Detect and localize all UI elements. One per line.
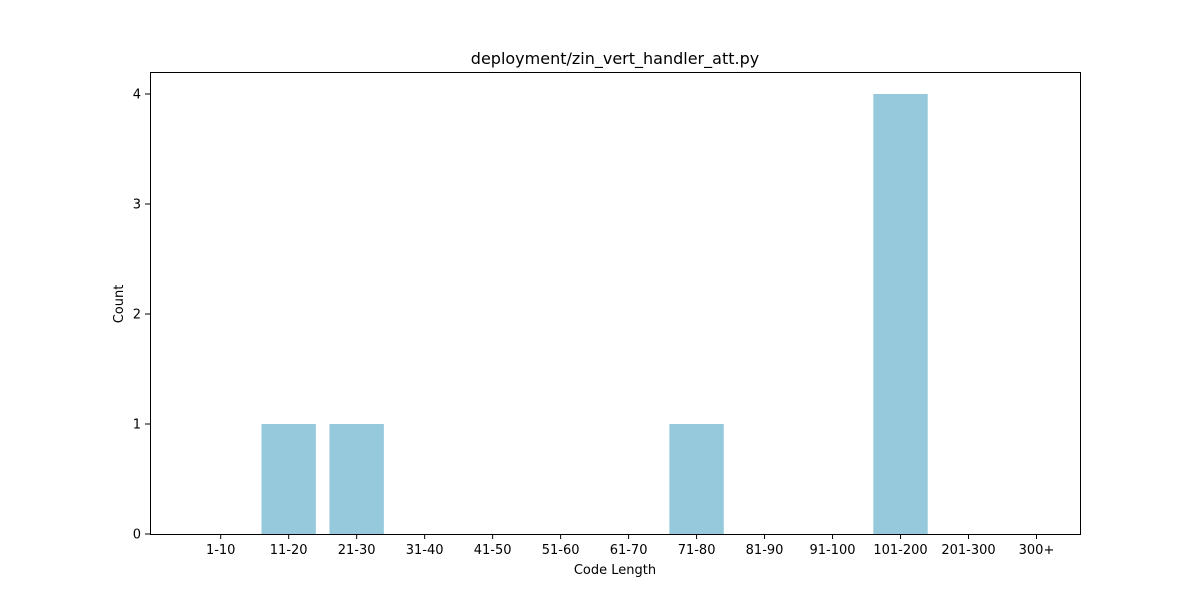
x-tick-label: 41-50 [474, 543, 512, 558]
bar-21-30 [329, 424, 384, 534]
x-tick-label: 51-60 [542, 543, 580, 558]
plot-frame [150, 72, 1081, 535]
x-tick-label: 201-300 [941, 543, 995, 558]
bar-101-200 [873, 94, 928, 534]
y-tick-label: 0 [133, 528, 141, 543]
y-tick-label: 4 [133, 88, 141, 103]
x-tick-label: 101-200 [873, 543, 927, 558]
x-tick-label: 300+ [1019, 543, 1055, 558]
y-axis-title: Count [112, 285, 127, 324]
x-tick-label: 61-70 [610, 543, 648, 558]
x-axis-title: Code Length [574, 563, 656, 578]
x-tick-label: 71-80 [678, 543, 716, 558]
x-tick-label: 91-100 [810, 543, 856, 558]
y-axis: 0 1 2 3 4 [133, 88, 150, 543]
chart-title: deployment/zin_vert_handler_att.py [471, 49, 759, 69]
y-tick-label: 1 [133, 418, 141, 433]
x-tick-label: 31-40 [406, 543, 444, 558]
x-axis: 1-10 11-20 21-30 31-40 41-50 51-60 61-70 71-80 8… [206, 534, 1054, 558]
y-tick-label: 3 [133, 198, 141, 213]
bar-71-80 [669, 424, 724, 534]
x-tick-label: 81-90 [746, 543, 784, 558]
y-tick-label: 2 [133, 308, 141, 323]
x-tick-label: 11-20 [270, 543, 308, 558]
bar-11-20 [261, 424, 316, 534]
bars-group [261, 94, 928, 534]
x-tick-label: 1-10 [206, 543, 236, 558]
x-tick-label: 21-30 [338, 543, 376, 558]
